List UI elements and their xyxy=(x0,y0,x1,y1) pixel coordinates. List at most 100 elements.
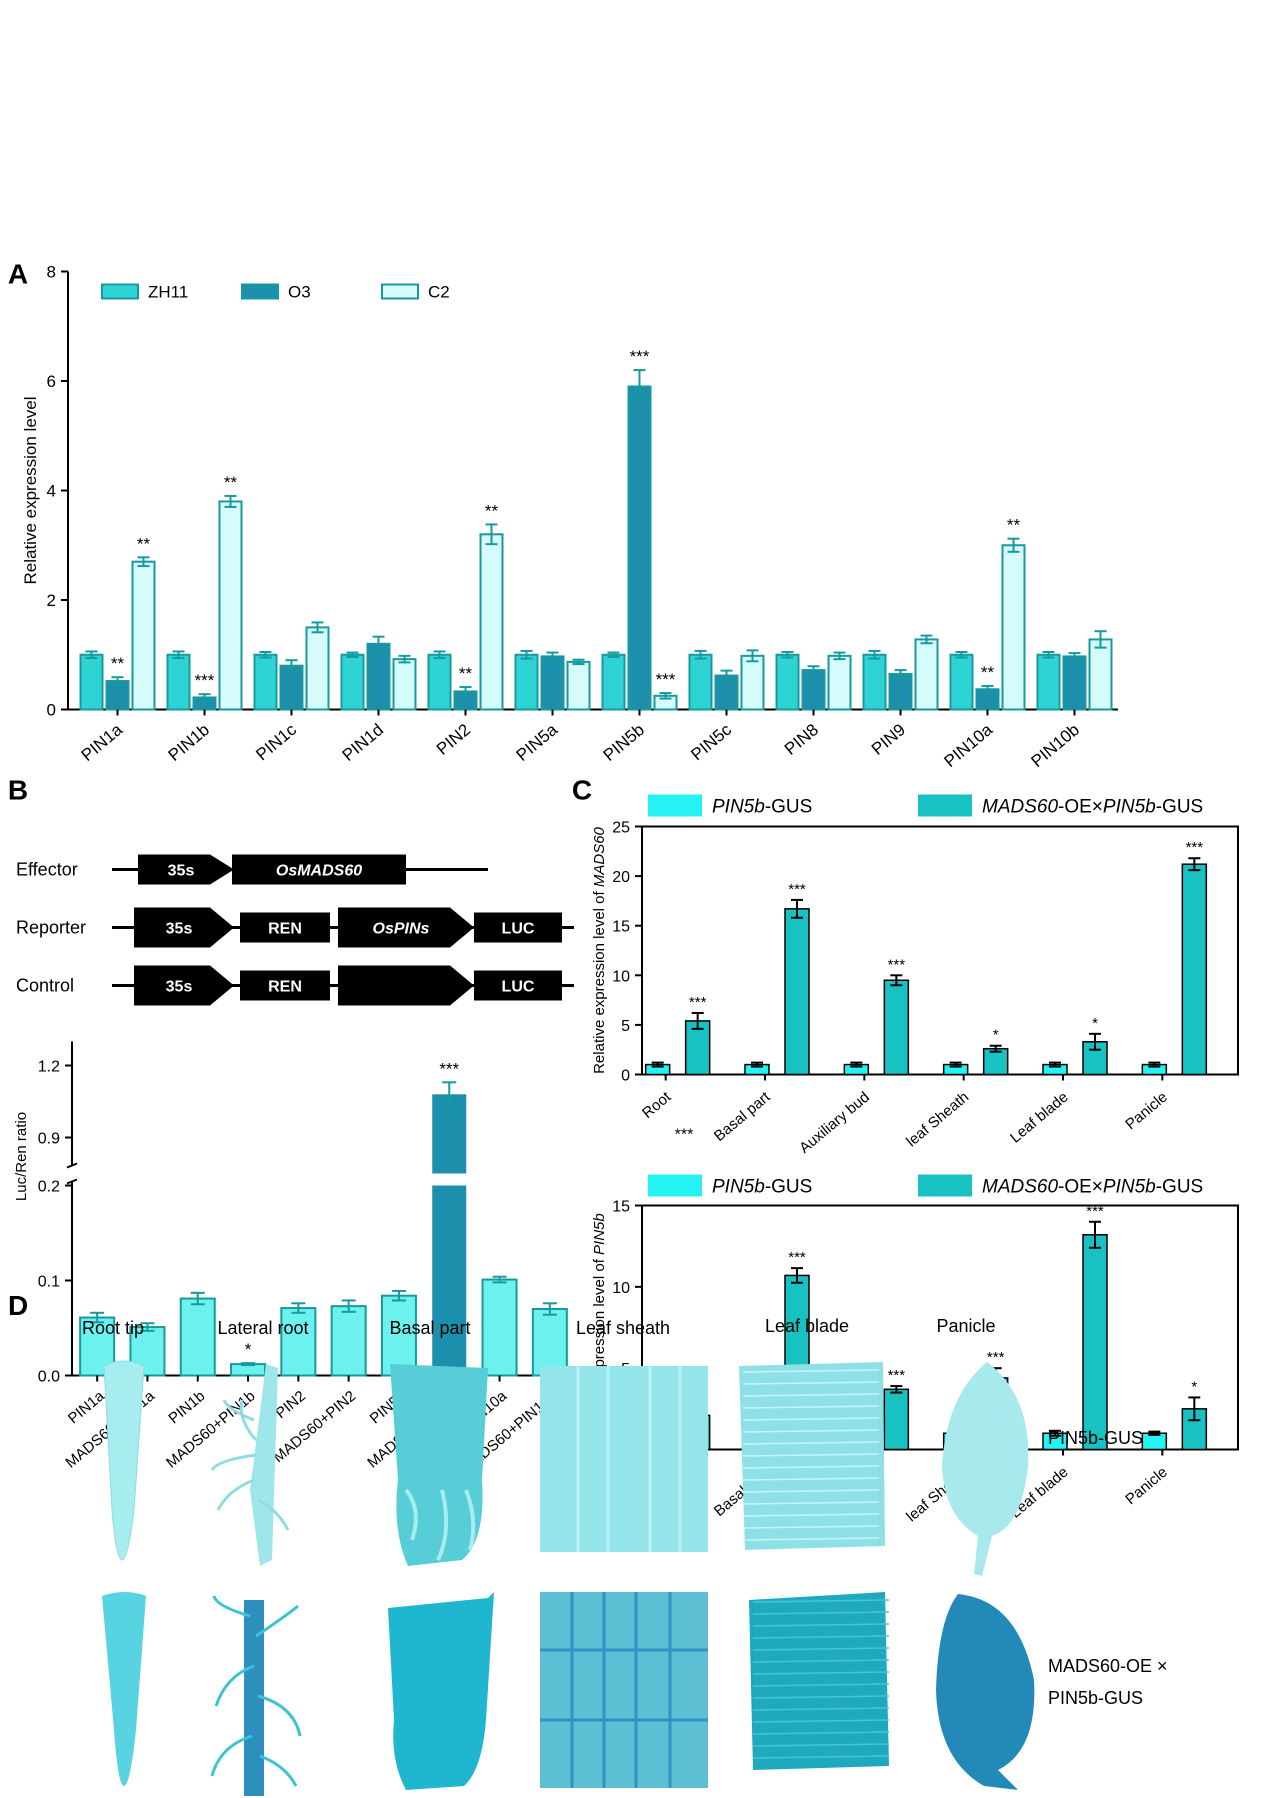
effector-osmads60-box xyxy=(232,854,406,885)
a-bar-zh11 xyxy=(427,653,452,711)
a-bar-zh11 xyxy=(601,653,626,711)
c1-y-tick-label: 20 xyxy=(612,869,630,886)
a-error-bar xyxy=(137,556,150,568)
a-bar-zh11 xyxy=(253,653,278,711)
a-significance-label: ** xyxy=(485,501,499,520)
specimen-root-tip-pin5b xyxy=(103,1360,145,1561)
panel-letter-c: C xyxy=(572,775,592,806)
a-bar-c2 xyxy=(131,560,156,711)
b-error-bar xyxy=(190,1291,205,1306)
a-x-tick-label: PIN1a xyxy=(78,720,127,765)
a-error-bar xyxy=(694,649,707,660)
c1-significance-label: * xyxy=(993,1027,999,1044)
leaf-blade-vein xyxy=(742,1537,880,1541)
column-title-leaf-sheath: Leaf sheath xyxy=(575,1318,671,1338)
c2-error-bar xyxy=(1089,1220,1101,1249)
a-x-tick-label: PIN8 xyxy=(781,720,822,759)
c1-legend-label-dark: MADS60-OE×PIN5b-GUS xyxy=(982,797,1203,818)
specimen-leaf-sheath-mads60 xyxy=(540,1592,708,1788)
a-bar-zh11 xyxy=(79,653,104,711)
c1-error-bar xyxy=(791,898,803,919)
leaf-blade-vein xyxy=(742,1417,880,1421)
b-y-tick-label: 0.2 xyxy=(38,1179,60,1196)
b-error-bar xyxy=(341,1299,356,1313)
c1-bar xyxy=(784,908,810,1076)
b-error-bar xyxy=(442,1081,457,1108)
construct-luc-box xyxy=(474,970,562,1001)
a-x-tick-label: PIN5a xyxy=(513,720,562,765)
specimen-leaf-sheath-pin5b xyxy=(540,1366,708,1552)
a-bar-c2 xyxy=(479,533,504,711)
a-error-bar xyxy=(172,650,185,660)
c2-error-bar xyxy=(791,1267,803,1284)
a-bar-c2 xyxy=(914,638,939,711)
b-bar-upper xyxy=(432,1094,467,1174)
leaf-blade-vein xyxy=(752,1695,890,1699)
a-bar-zh11 xyxy=(688,653,713,711)
a-error-bar xyxy=(111,676,124,686)
specimen-leaf-blade-pin5b xyxy=(739,1362,885,1550)
c2-error-bar xyxy=(1188,1396,1201,1422)
construct-luc-box xyxy=(474,912,562,943)
a-error-bar xyxy=(459,686,472,697)
leaf-blade-vein xyxy=(742,1441,880,1445)
specimen-lateral-root-pin5b xyxy=(210,1364,290,1566)
c2-significance-label: *** xyxy=(788,1249,806,1266)
a-error-bar xyxy=(1007,537,1020,553)
leaf-blade-vein xyxy=(752,1623,890,1627)
a-bar-o3 xyxy=(366,642,391,711)
specimen-basal-part-mads60 xyxy=(388,1592,494,1790)
a-x-tick-label: PIN2 xyxy=(433,720,474,759)
a-error-bar xyxy=(433,650,446,660)
construct-row-label: Control xyxy=(16,976,74,996)
a-bar-c2 xyxy=(740,654,765,711)
a-bar-zh11 xyxy=(862,653,887,711)
leaf-blade-vein xyxy=(752,1611,890,1615)
c1-legend-label-light: PIN5b-GUS xyxy=(712,797,812,818)
a-error-bar xyxy=(398,654,411,664)
c2-legend-label-light: PIN5b-GUS xyxy=(712,1177,812,1198)
b-bar xyxy=(380,1294,417,1377)
c1-error-bar xyxy=(691,1011,704,1030)
c1-y-tick-label: 10 xyxy=(612,968,630,985)
construct-35s-arrow-label: 35s xyxy=(166,979,193,996)
a-error-bar xyxy=(746,649,759,663)
column-title-leaf-blade: Leaf blade xyxy=(764,1316,850,1336)
c1-y-axis-label: Relative expression level of MADS60 xyxy=(591,826,608,1073)
a-y-tick-label: 8 xyxy=(47,263,56,282)
construct-ospins-arrow-label: OsPINs xyxy=(373,921,430,938)
a-error-bar xyxy=(572,658,585,666)
a-significance-label: ** xyxy=(111,654,125,673)
a-y-tick-label: 4 xyxy=(47,482,56,501)
a-error-bar xyxy=(894,669,907,679)
leaf-blade-vein xyxy=(752,1731,890,1735)
c1-legend-swatch-dark xyxy=(918,794,972,817)
a-bar-c2 xyxy=(1001,544,1026,711)
c1-x-tick-label: Root xyxy=(639,1088,675,1122)
effector-35s-arrow-label: 35s xyxy=(168,863,195,880)
leaf-blade-vein xyxy=(742,1525,880,1529)
a-x-tick-label: PIN5b xyxy=(600,720,648,765)
c2-significance-label: *** xyxy=(1086,1203,1104,1220)
construct-ren-box xyxy=(240,912,330,943)
leaf-blade-vein xyxy=(742,1453,880,1457)
leaf-blade-vein xyxy=(742,1369,880,1373)
c1-bar xyxy=(883,979,910,1076)
a-legend-label: O3 xyxy=(288,283,311,302)
a-bar-c2 xyxy=(827,654,852,711)
panel-letter-a: A xyxy=(8,259,28,290)
a-bar-c2 xyxy=(566,660,591,711)
leaf-blade-vein xyxy=(752,1647,890,1651)
column-title-lateral-root: Lateral root xyxy=(217,1318,309,1338)
a-error-bar xyxy=(833,651,846,661)
b-bar-lower xyxy=(432,1185,467,1376)
a-significance-label: ** xyxy=(137,534,151,553)
c1-y-tick-label: 15 xyxy=(612,919,630,936)
construct-ren-box xyxy=(240,970,330,1001)
leaf-blade-vein xyxy=(742,1393,880,1397)
a-x-tick-label: PIN9 xyxy=(868,720,909,759)
a-error-bar xyxy=(607,651,620,658)
c1-error-bar xyxy=(1049,1061,1061,1068)
c1-x-tick-label: Panicle xyxy=(1122,1089,1171,1134)
b-error-bar xyxy=(90,1311,105,1324)
